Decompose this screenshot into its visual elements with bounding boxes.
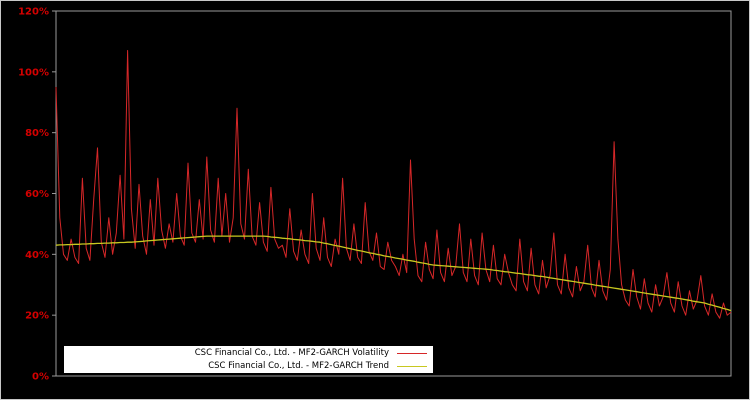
- legend-label-trend: CSC Financial Co., Ltd. - MF2-GARCH Tren…: [208, 361, 389, 371]
- legend-line-sample-trend: [397, 365, 427, 367]
- y-tick-label: 100%: [18, 67, 49, 78]
- legend-entry-trend: CSC Financial Co., Ltd. - MF2-GARCH Tren…: [70, 360, 427, 372]
- volatility-line: [55, 50, 732, 319]
- legend-entry-volatility: CSC Financial Co., Ltd. - MF2-GARCH Vola…: [70, 347, 427, 359]
- y-tick-label: 80%: [25, 128, 49, 139]
- y-tick-label: 40%: [25, 250, 49, 261]
- y-tick-label: 0%: [32, 372, 49, 383]
- legend-line-sample-volatility: [397, 352, 427, 354]
- legend: CSC Financial Co., Ltd. - MF2-GARCH Vola…: [64, 346, 433, 373]
- legend-label-volatility: CSC Financial Co., Ltd. - MF2-GARCH Vola…: [194, 348, 389, 358]
- y-tick-label: 60%: [25, 189, 49, 200]
- trend-line: [55, 235, 732, 312]
- y-tick-label: 20%: [25, 311, 49, 322]
- y-tick-label: 120%: [18, 7, 49, 18]
